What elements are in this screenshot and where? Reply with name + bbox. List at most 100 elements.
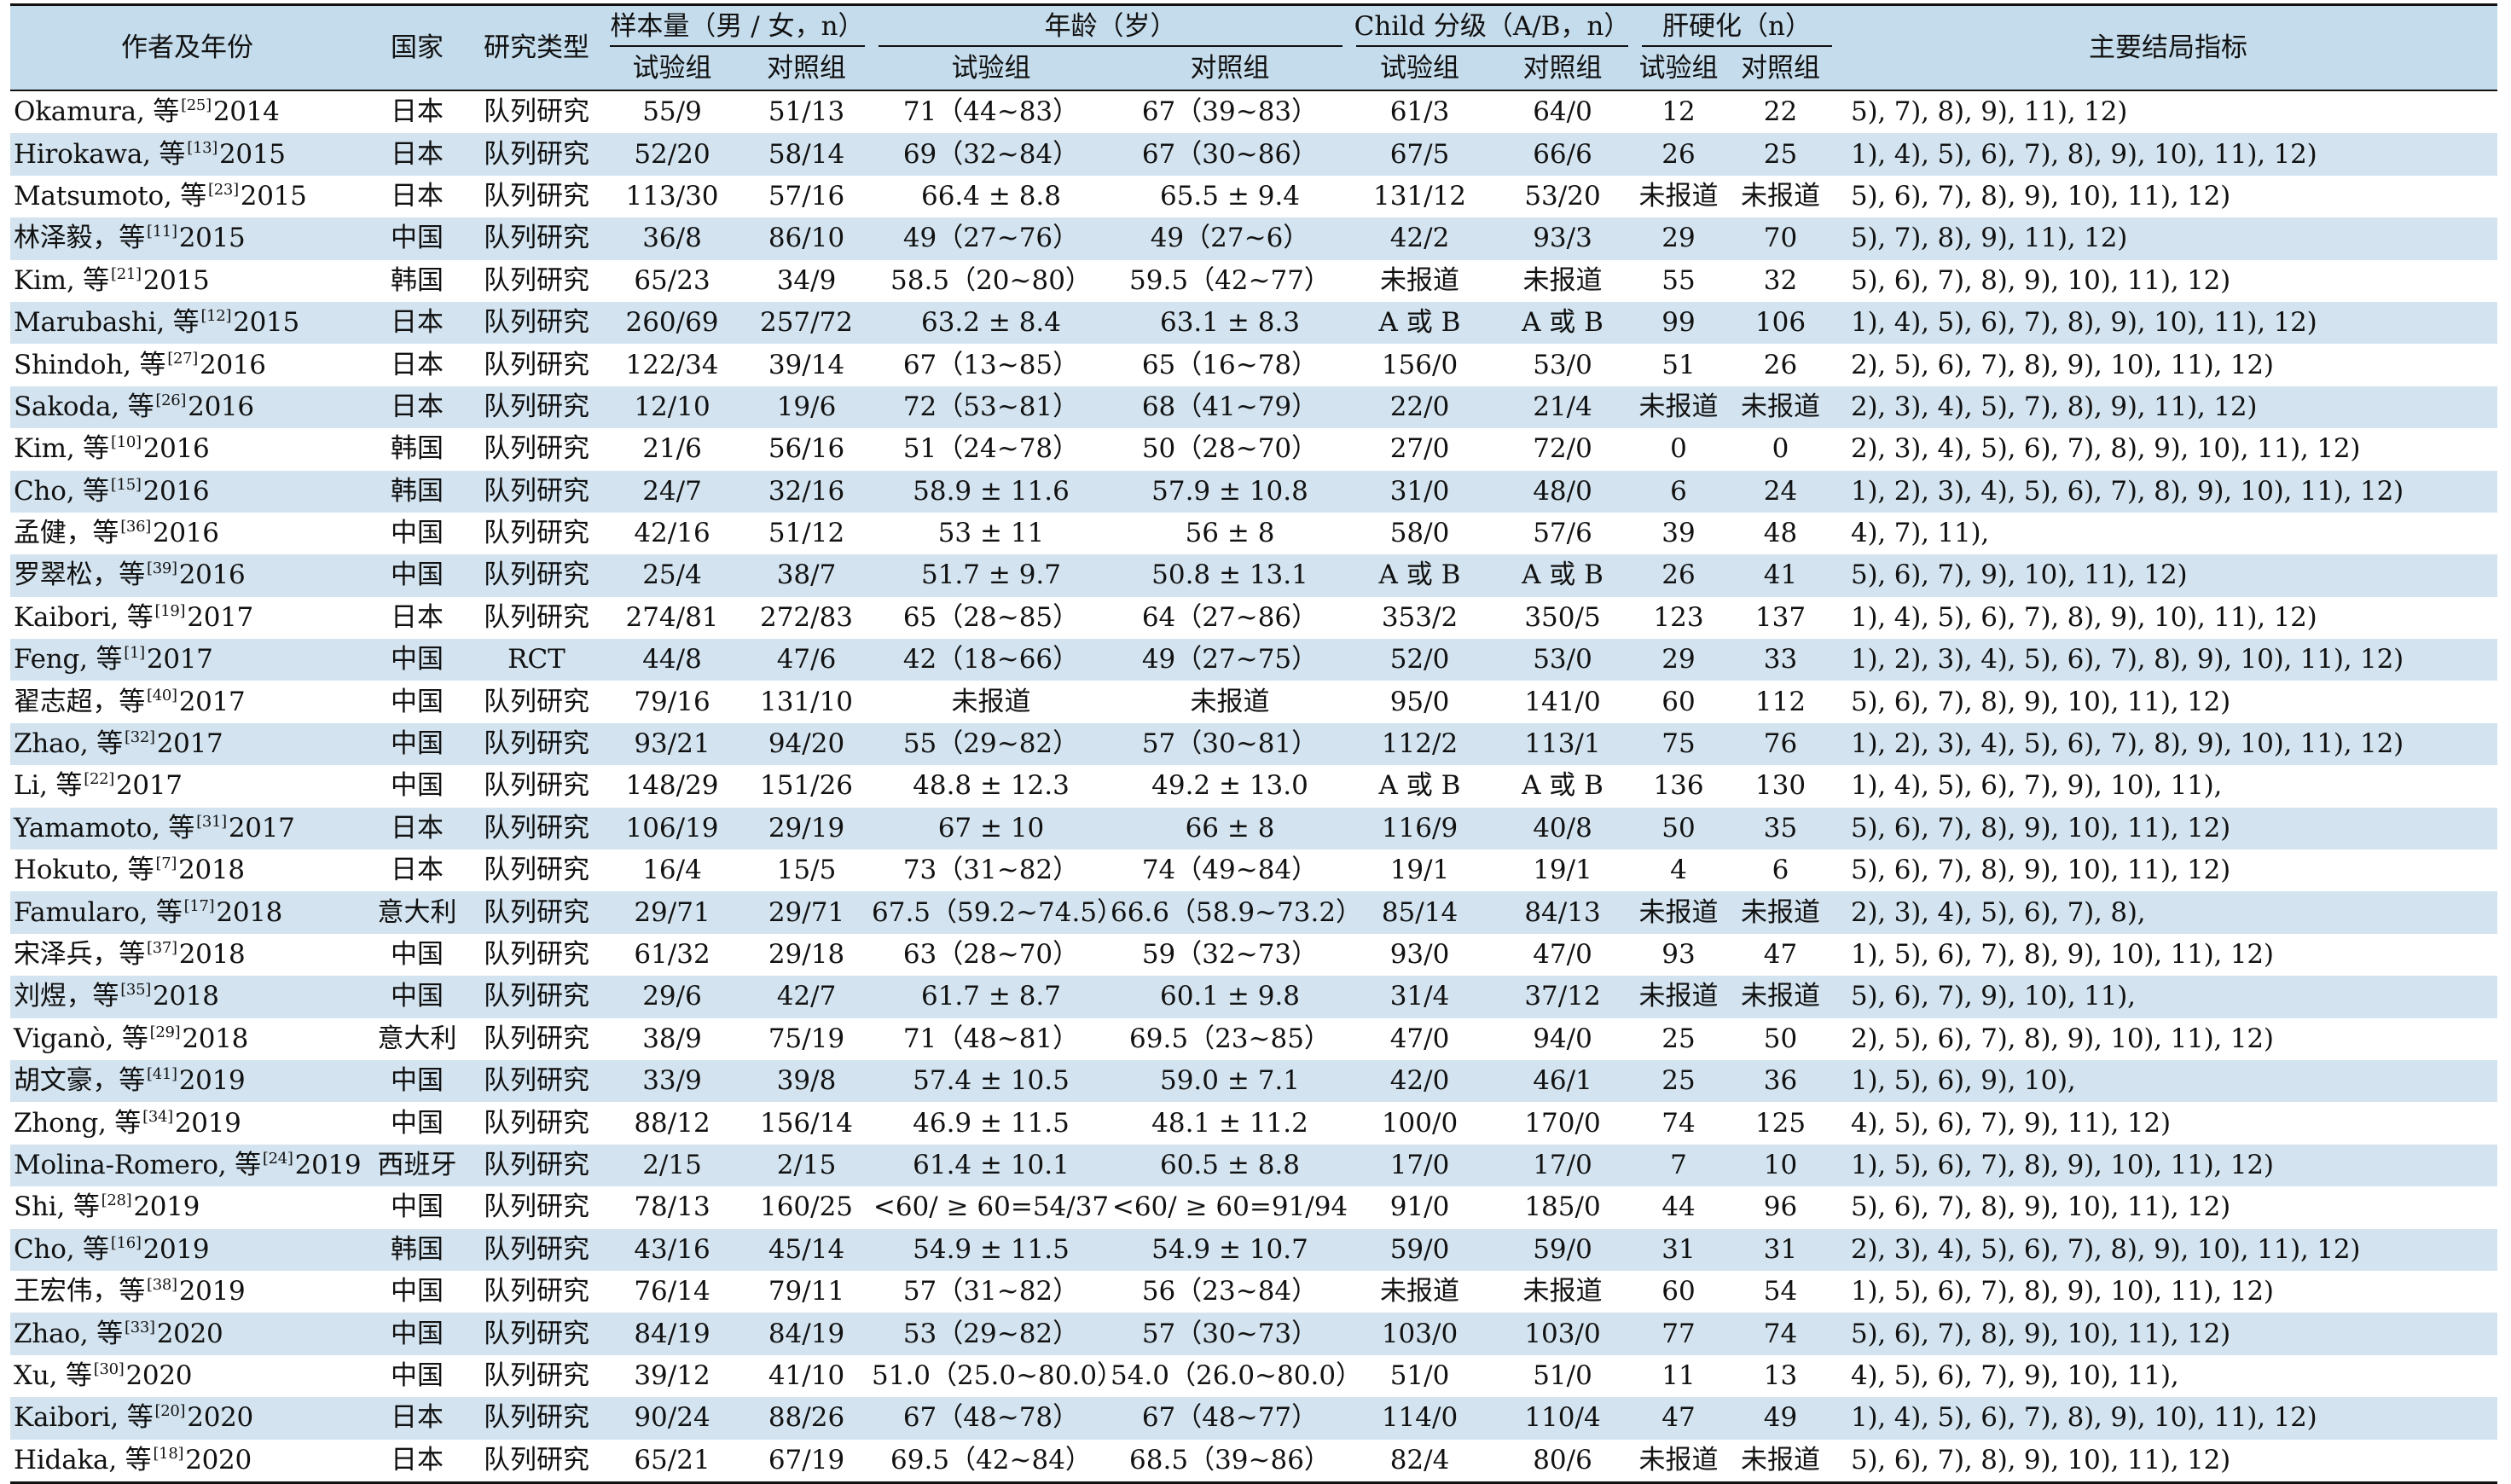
cell-age-trial: 57（31~82） (872, 1270, 1111, 1313)
cell-study-type: 队列研究 (470, 512, 603, 555)
cell-country: 日本 (364, 385, 470, 429)
reference-number: [12] (200, 307, 232, 326)
table-row: Okamura, 等 [25]2014 日本 队列研究 55/9 51/13 71（44~8… (10, 90, 2498, 134)
reference-number: [41] (147, 1065, 177, 1084)
cell-cirrhosis-trial: 75 (1635, 722, 1723, 766)
cell-sample-control: 41/10 (741, 1354, 872, 1398)
cell-child-trial: A 或 B (1349, 301, 1490, 345)
cell-sample-control: 75/19 (741, 1017, 872, 1060)
author-name: Viganò, 等 (14, 1023, 148, 1054)
cell-study-type: 队列研究 (470, 1059, 603, 1103)
reference-number: [1] (124, 644, 145, 663)
cell-sample-trial: 106/19 (603, 807, 741, 850)
author-name: Matsumoto, 等 (14, 180, 207, 212)
cell-outcome: 2), 3), 4), 5), 6), 7), 8), 9), 10), 11)… (1839, 428, 2498, 471)
cell-age-control: 未报道 (1111, 681, 1349, 723)
table-row: Viganò, 等 [29]2018 意大利 队列研究 38/9 75/19 71（48~8… (10, 1017, 2498, 1060)
cell-age-trial: 67（13~85） (872, 344, 1111, 386)
cell-age-control: 65（16~78） (1111, 344, 1349, 386)
cell-outcome: 5), 6), 7), 8), 9), 10), 11), 12) (1839, 259, 2498, 302)
cell-age-control: 65.5 ± 9.4 (1111, 175, 1349, 218)
author-name: 王宏伟，等 (14, 1276, 145, 1307)
cell-outcome: 1), 5), 6), 7), 8), 9), 10), 11), 12) (1839, 933, 2498, 977)
table-row: Matsumoto, 等 [23]2015 日本 队列研究 113/30 57/16 66.… (10, 175, 2498, 218)
cell-outcome: 2), 5), 6), 7), 8), 9), 10), 11), 12) (1839, 1017, 2498, 1060)
cell-sample-control: 19/6 (741, 385, 872, 429)
cell-sample-control: 56/16 (741, 428, 872, 471)
header-age: 年龄（岁） (872, 4, 1349, 47)
header-country: 国家 (364, 4, 470, 90)
cell-child-trial: 31/0 (1349, 470, 1490, 513)
cell-cirrhosis-trial: 99 (1635, 301, 1723, 345)
cell-child-control: 72/0 (1490, 428, 1636, 471)
cell-child-control: 141/0 (1490, 681, 1636, 723)
publication-year: 2016 (178, 559, 246, 591)
cell-country: 日本 (364, 1439, 470, 1483)
cell-cirrhosis-trial: 6 (1635, 470, 1723, 513)
cell-outcome: 5), 6), 7), 9), 10), 11), (1839, 976, 2498, 1018)
publication-year: 2020 (187, 1402, 253, 1434)
cell-child-trial: 61/3 (1349, 90, 1490, 134)
cell-cirrhosis-trial: 93 (1635, 933, 1723, 977)
cell-author: Marubashi, 等 [12]2015 (10, 301, 364, 345)
cell-sample-trial: 43/16 (603, 1228, 741, 1271)
cell-country: 韩国 (364, 428, 470, 471)
cell-cirrhosis-trial: 60 (1635, 681, 1723, 723)
cell-child-trial: 91/0 (1349, 1186, 1490, 1229)
author-name: Famularo, 等 (14, 896, 183, 928)
publication-year: 2016 (142, 475, 210, 507)
cell-author: Hidaka, 等 [18]2020 (10, 1439, 364, 1483)
cell-country: 韩国 (364, 259, 470, 302)
cell-child-trial: 95/0 (1349, 681, 1490, 723)
cell-child-control: 84/13 (1490, 891, 1636, 934)
cell-author: 刘煜，等 [35]2018 (10, 976, 364, 1018)
cell-cirrhosis-control: 32 (1722, 259, 1840, 302)
cell-cirrhosis-control: 31 (1722, 1228, 1840, 1271)
cell-study-type: 队列研究 (470, 344, 603, 386)
cell-age-trial: 61.7 ± 8.7 (872, 976, 1111, 1018)
cell-author: 翟志超，等 [40]2017 (10, 681, 364, 723)
cell-age-trial: 48.8 ± 12.3 (872, 765, 1111, 808)
cell-sample-trial: 12/10 (603, 385, 741, 429)
cell-country: 意大利 (364, 1017, 470, 1060)
cell-child-trial: 22/0 (1349, 385, 1490, 429)
reference-number: [36] (120, 518, 151, 536)
cell-age-control: 49（27~75） (1111, 639, 1349, 681)
reference-number: [22] (84, 770, 114, 789)
cell-age-trial: 67.5（59.2~74.5） (872, 891, 1111, 934)
table-row: Feng, 等 [1]2017 中国 RCT 44/8 47/6 42（18~66） 49（2… (10, 639, 2498, 681)
cell-cirrhosis-trial: 51 (1635, 344, 1723, 386)
publication-year: 2016 (152, 518, 219, 549)
author-name: Yamamoto, 等 (14, 812, 195, 843)
header-child-trial: 试验组 (1349, 47, 1490, 90)
cell-cirrhosis-control: 49 (1722, 1397, 1840, 1440)
cell-outcome: 5), 7), 8), 9), 11), 12) (1839, 90, 2498, 134)
cell-country: 日本 (364, 344, 470, 386)
cell-sample-control: 257/72 (741, 301, 872, 345)
reference-number: [34] (142, 1107, 173, 1126)
reference-number: [39] (147, 559, 177, 578)
author-name: Xu, 等 (14, 1359, 92, 1391)
cell-author: Cho, 等 [16]2019 (10, 1228, 364, 1271)
cell-country: 西班牙 (364, 1144, 470, 1187)
publication-year: 2015 (218, 138, 286, 170)
cell-country: 韩国 (364, 470, 470, 513)
cell-age-control: 49.2 ± 13.0 (1111, 765, 1349, 808)
publication-year: 2019 (178, 1065, 246, 1097)
cell-child-control: 37/12 (1490, 976, 1636, 1018)
header-outcome: 主要结局指标 (1839, 4, 2498, 90)
cell-cirrhosis-control: 48 (1722, 512, 1840, 555)
cell-sample-control: 39/8 (741, 1059, 872, 1103)
author-name: Kim, 等 (14, 264, 109, 296)
cell-age-trial: 58.5（20~80） (872, 259, 1111, 302)
author-name: Hirokawa, 等 (14, 138, 186, 170)
cell-outcome: 1), 4), 5), 6), 7), 8), 9), 10), 11), 12… (1839, 133, 2498, 176)
cell-age-control: 57（30~81） (1111, 722, 1349, 766)
cell-author: Hirokawa, 等 [13]2015 (10, 133, 364, 176)
table-row: Shi, 等 [28]2019 中国 队列研究 78/13 160/25 <60/ ≥ 60… (10, 1186, 2498, 1229)
cell-child-trial: 131/12 (1349, 175, 1490, 218)
cell-cirrhosis-control: 未报道 (1722, 1439, 1840, 1483)
cell-child-control: 未报道 (1490, 259, 1636, 302)
cell-country: 中国 (364, 1102, 470, 1145)
cell-study-type: 队列研究 (470, 133, 603, 176)
